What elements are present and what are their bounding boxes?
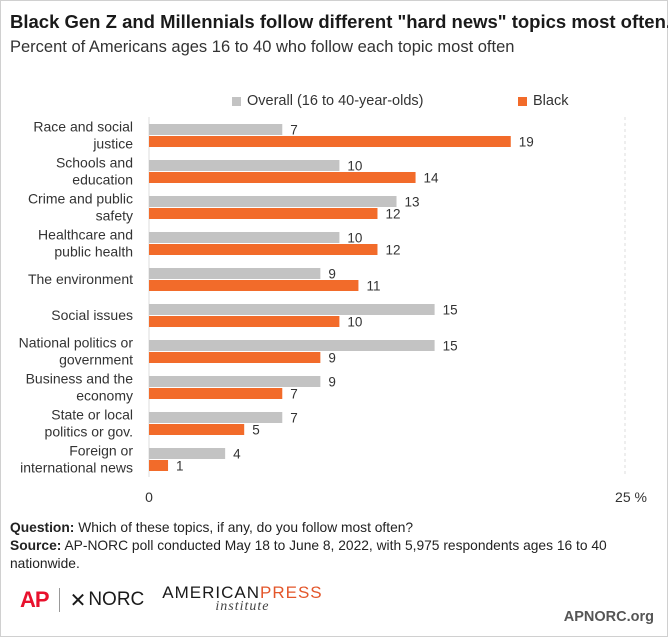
bar-overall <box>149 268 321 279</box>
question-label: Question: <box>10 520 75 535</box>
data-label-overall: 10 <box>347 159 362 174</box>
category-label: politics or gov. <box>45 424 133 440</box>
ap-logo: AP <box>20 587 50 612</box>
data-label-overall: 15 <box>443 303 458 318</box>
chart-subtitle: Percent of Americans ages 16 to 40 who f… <box>10 38 515 56</box>
api-logo-subtext: institute <box>215 599 270 614</box>
bar-black <box>149 280 359 291</box>
bar-overall <box>149 124 283 135</box>
bar-black <box>149 424 245 435</box>
category-label: government <box>59 352 133 368</box>
bar-black <box>149 460 169 471</box>
data-label-black: 9 <box>328 351 336 366</box>
bar-black <box>149 172 416 183</box>
bar-overall <box>149 232 340 243</box>
source-text: AP-NORC poll conducted May 18 to June 8,… <box>10 538 607 571</box>
x-tick-label-max: 25 % <box>615 489 647 505</box>
category-label: justice <box>92 136 133 152</box>
chart-title: Black Gen Z and Millennials follow diffe… <box>10 11 668 32</box>
data-label-overall: 7 <box>290 411 298 426</box>
category-label: Business and the <box>26 371 134 387</box>
category-label: The environment <box>28 271 133 287</box>
source-label: Source: <box>10 538 62 553</box>
category-label: Race and social <box>33 119 133 135</box>
bar-black <box>149 388 283 399</box>
bar-black <box>149 244 378 255</box>
data-label-overall: 13 <box>405 195 420 210</box>
bar-overall <box>149 196 397 207</box>
data-label-black: 19 <box>519 135 534 150</box>
category-label: Schools and <box>56 155 133 171</box>
data-label-overall: 10 <box>347 231 362 246</box>
data-label-black: 12 <box>385 207 400 222</box>
question-text: Which of these topics, if any, do you fo… <box>78 520 414 535</box>
logos: AP ✕ NORC AMERICANPRESS institute <box>20 583 323 615</box>
data-label-overall: 9 <box>328 375 336 390</box>
category-label: Crime and public <box>28 191 133 207</box>
data-label-black: 5 <box>252 423 260 438</box>
footer-source: Source: AP-NORC poll conducted May 18 to… <box>10 537 660 573</box>
category-label: education <box>72 172 133 188</box>
bar-overall <box>149 160 340 171</box>
category-label: economy <box>76 388 133 404</box>
bar-black <box>149 136 511 147</box>
legend-item-overall: Overall (16 to 40-year-olds) <box>232 92 424 110</box>
x-tick-label-0: 0 <box>145 489 153 505</box>
norc-star-icon: ✕ <box>69 589 87 612</box>
category-label: Healthcare and <box>38 227 133 243</box>
bar-black <box>149 316 340 327</box>
category-label: Foreign or <box>69 443 133 459</box>
data-label-black: 11 <box>366 279 380 294</box>
api-logo-text-1: AMERICAN <box>162 583 261 602</box>
norc-logo: ✕ NORC <box>70 588 145 613</box>
data-label-black: 7 <box>290 387 298 402</box>
legend-label-overall: Overall (16 to 40-year-olds) <box>247 93 424 109</box>
norc-logo-text: NORC <box>88 589 145 610</box>
logo-divider <box>58 588 60 612</box>
category-label: safety <box>96 208 133 224</box>
site-url: APNORC.org <box>563 609 654 625</box>
footer-question: Question: Which of these topics, if any,… <box>10 519 413 537</box>
category-label: international news <box>20 460 133 476</box>
category-label: State or local <box>51 407 133 423</box>
data-label-black: 10 <box>347 315 362 330</box>
category-label: Social issues <box>51 307 133 323</box>
data-label-overall: 7 <box>290 123 298 138</box>
bar-overall <box>149 448 226 459</box>
bar-overall <box>149 304 435 315</box>
bar-overall <box>149 412 283 423</box>
legend-label-black: Black <box>533 93 569 109</box>
category-label: public health <box>54 244 133 260</box>
bar-overall <box>149 340 435 351</box>
bar-black <box>149 208 378 219</box>
american-press-institute-logo: AMERICANPRESS institute <box>162 583 323 614</box>
category-label: National politics or <box>19 335 134 351</box>
data-label-overall: 9 <box>328 267 336 282</box>
data-label-black: 12 <box>385 243 400 258</box>
api-logo-text-2: PRESS <box>260 583 323 602</box>
legend-swatch-black <box>518 96 527 106</box>
bar-overall <box>149 376 321 387</box>
data-label-overall: 15 <box>443 339 458 354</box>
data-label-black: 1 <box>176 459 184 474</box>
legend-item-black: Black <box>518 92 568 110</box>
bar-black <box>149 352 321 363</box>
legend-swatch-overall <box>232 96 241 106</box>
data-label-overall: 4 <box>233 447 241 462</box>
data-label-black: 14 <box>424 171 440 186</box>
